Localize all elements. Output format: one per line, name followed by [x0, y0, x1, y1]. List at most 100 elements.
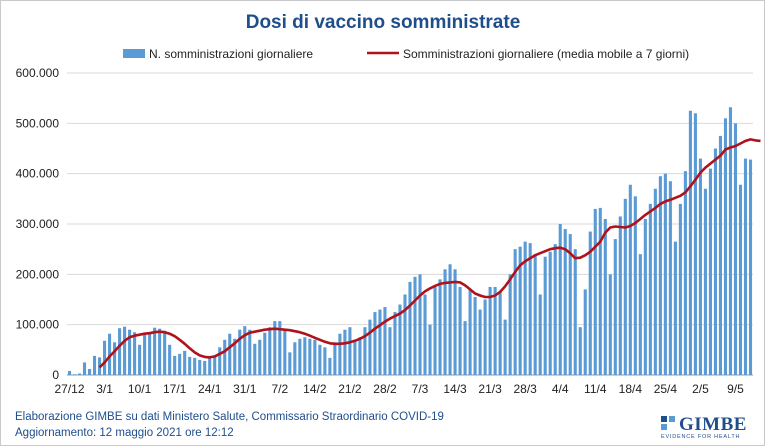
bar	[618, 216, 622, 375]
bar	[72, 374, 77, 375]
bar	[67, 370, 72, 375]
bar	[583, 289, 587, 375]
x-tick-label: 4/4	[552, 382, 569, 396]
bar-series	[67, 107, 753, 376]
chart-title: Dosi di vaccino somministrate	[246, 12, 521, 33]
bar	[473, 296, 477, 375]
bar	[368, 319, 372, 375]
x-tick-label: 11/4	[584, 382, 607, 396]
bar	[263, 332, 267, 375]
bar	[158, 328, 162, 375]
bar	[268, 327, 272, 375]
bar	[338, 333, 342, 375]
bar	[258, 339, 262, 375]
x-tick-label: 18/4	[619, 382, 643, 396]
bar	[488, 286, 492, 375]
gimbe-logo: GIMBE EVIDENCE FOR HEALTH	[661, 414, 747, 440]
legend-line-label: Somministrazioni giornaliere (media mobi…	[403, 47, 689, 61]
bar	[243, 326, 247, 375]
bar	[103, 340, 107, 375]
y-tick-label: 600.000	[16, 66, 60, 80]
footer-source: Elaborazione GIMBE su dati Ministero Sal…	[15, 411, 444, 423]
footer-updated: Aggiornamento: 12 maggio 2021 ore 12:12	[15, 427, 234, 439]
bar	[208, 355, 212, 375]
bar	[373, 312, 377, 375]
bar	[693, 113, 697, 376]
bar	[683, 171, 687, 375]
x-tick-label: 31/1	[233, 382, 257, 396]
x-axis-ticks: 27/12 3/1 10/1 17/1 24/1 31/1 7/2 14/2 21/2 28/2 7…	[54, 382, 744, 396]
y-tick-label: 200.000	[16, 267, 60, 281]
bar	[318, 344, 322, 375]
bar	[508, 274, 512, 375]
x-tick-label: 28/3	[513, 382, 537, 396]
y-tick-label: 400.000	[16, 167, 60, 181]
bar	[343, 329, 347, 375]
x-tick-label: 3/1	[96, 382, 113, 396]
bar	[608, 274, 612, 375]
logo-mark-square-2	[661, 424, 667, 430]
bar	[308, 338, 312, 375]
bar	[238, 329, 242, 375]
bar	[183, 350, 187, 375]
bar	[288, 352, 292, 375]
bar	[498, 291, 502, 375]
logo-name: GIMBE	[679, 414, 747, 435]
bar	[523, 241, 527, 375]
bar	[633, 196, 637, 375]
bar	[528, 243, 532, 375]
bar	[723, 118, 728, 376]
bar	[353, 339, 357, 375]
x-tick-label: 28/2	[373, 382, 397, 396]
bar	[278, 321, 282, 375]
x-tick-label: 9/5	[727, 382, 744, 396]
bar	[233, 338, 237, 375]
bar	[358, 337, 362, 375]
bar	[143, 334, 147, 375]
bar	[87, 368, 92, 375]
bar	[418, 274, 422, 375]
x-tick-label: 14/3	[443, 382, 467, 396]
bar	[123, 326, 127, 375]
bar	[513, 249, 517, 375]
bar	[193, 357, 197, 375]
moving-average-series	[98, 138, 761, 369]
bar	[298, 338, 302, 375]
bar	[663, 173, 667, 375]
bar	[178, 353, 182, 375]
logo-mark-square-3	[669, 416, 675, 422]
bar	[413, 276, 417, 375]
bar	[648, 203, 652, 375]
bar	[568, 234, 572, 375]
bar	[558, 224, 562, 375]
bar	[148, 333, 152, 375]
bar	[108, 333, 112, 375]
bar	[228, 333, 232, 375]
y-tick-label: 100.000	[16, 318, 60, 332]
x-tick-label: 24/1	[198, 382, 222, 396]
bar	[738, 184, 743, 375]
bar	[643, 218, 647, 375]
bar	[213, 355, 217, 375]
bar	[138, 344, 142, 375]
bar	[423, 294, 427, 375]
bar	[623, 198, 627, 375]
legend: N. somministrazioni giornaliere Somminis…	[123, 47, 689, 61]
bar	[638, 254, 642, 375]
bar	[503, 319, 507, 375]
bar	[718, 135, 723, 375]
bar	[588, 231, 592, 375]
bar	[313, 339, 317, 375]
bar	[153, 327, 157, 375]
bar	[538, 294, 542, 375]
bar	[483, 299, 487, 375]
bar	[293, 342, 297, 375]
bar	[92, 355, 97, 375]
bar	[303, 337, 307, 375]
logo-tagline: EVIDENCE FOR HEALTH	[661, 434, 740, 440]
bar	[128, 329, 132, 375]
bar	[698, 158, 702, 375]
logo-mark-square-1	[661, 416, 667, 422]
bar	[273, 321, 277, 375]
